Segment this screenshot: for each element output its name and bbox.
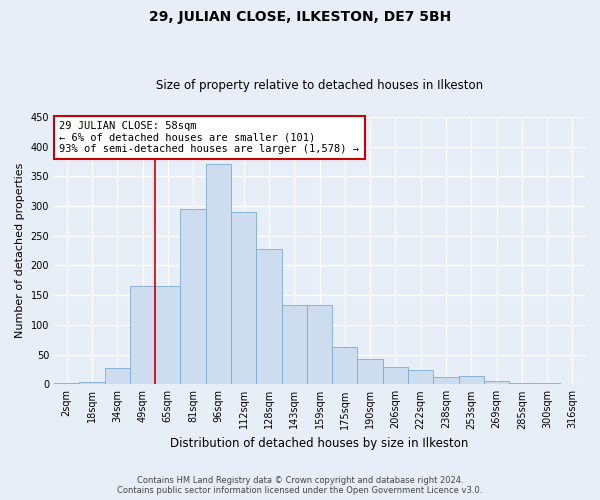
Bar xyxy=(206,164,231,384)
Bar xyxy=(181,209,206,384)
Bar xyxy=(408,370,433,384)
Bar xyxy=(155,286,181,384)
Y-axis label: Number of detached properties: Number of detached properties xyxy=(15,163,25,338)
Bar xyxy=(281,304,307,384)
Bar xyxy=(535,383,560,384)
Bar xyxy=(383,367,408,384)
Bar xyxy=(433,376,458,384)
Bar xyxy=(54,383,79,384)
X-axis label: Distribution of detached houses by size in Ilkeston: Distribution of detached houses by size … xyxy=(170,437,469,450)
Text: Contains HM Land Registry data © Crown copyright and database right 2024.
Contai: Contains HM Land Registry data © Crown c… xyxy=(118,476,482,495)
Title: Size of property relative to detached houses in Ilkeston: Size of property relative to detached ho… xyxy=(156,79,483,92)
Text: 29 JULIAN CLOSE: 58sqm
← 6% of detached houses are smaller (101)
93% of semi-det: 29 JULIAN CLOSE: 58sqm ← 6% of detached … xyxy=(59,121,359,154)
Bar xyxy=(231,212,256,384)
Bar xyxy=(79,382,104,384)
Bar xyxy=(130,286,155,384)
Bar xyxy=(458,376,484,384)
Bar xyxy=(484,382,509,384)
Bar xyxy=(332,348,358,385)
Bar xyxy=(509,383,535,384)
Bar xyxy=(104,368,130,384)
Bar xyxy=(307,304,332,384)
Bar xyxy=(358,358,383,384)
Bar xyxy=(256,249,281,384)
Text: 29, JULIAN CLOSE, ILKESTON, DE7 5BH: 29, JULIAN CLOSE, ILKESTON, DE7 5BH xyxy=(149,10,451,24)
